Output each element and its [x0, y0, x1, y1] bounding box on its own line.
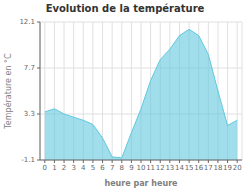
svg-text:7: 7 [110, 164, 114, 172]
svg-text:8: 8 [120, 164, 124, 172]
svg-text:10: 10 [137, 164, 146, 172]
html-text:Evolution de la température: Evolution de la température [45, 3, 205, 14]
svg-text:3: 3 [71, 164, 75, 172]
svg-text:4: 4 [81, 164, 86, 172]
svg-text:9: 9 [129, 164, 133, 172]
svg-text:17: 17 [204, 164, 213, 172]
svg-text:11: 11 [146, 164, 155, 172]
svg-text:3.3: 3.3 [24, 110, 35, 118]
svg-text:5: 5 [91, 164, 95, 172]
svg-text:15: 15 [185, 164, 194, 172]
svg-text:7.7: 7.7 [24, 64, 35, 72]
svg-text:20: 20 [233, 164, 242, 172]
svg-text:Température en °C: Température en °C [8, 53, 13, 130]
svg-text:12: 12 [156, 164, 165, 172]
svg-text:16: 16 [194, 164, 203, 172]
svg-text:18: 18 [213, 164, 222, 172]
svg-text:12.1: 12.1 [19, 18, 35, 26]
svg-text:1: 1 [52, 164, 56, 172]
svg-text:2: 2 [62, 164, 66, 172]
svg-text:13: 13 [165, 164, 174, 172]
svg-text:-1.1: -1.1 [21, 156, 35, 164]
svg-text:0: 0 [43, 164, 47, 172]
svg-text:14: 14 [175, 164, 184, 172]
svg-text:19: 19 [223, 164, 232, 172]
svg-text:6: 6 [100, 164, 105, 172]
svg-text:heure par heure: heure par heure [104, 179, 178, 188]
